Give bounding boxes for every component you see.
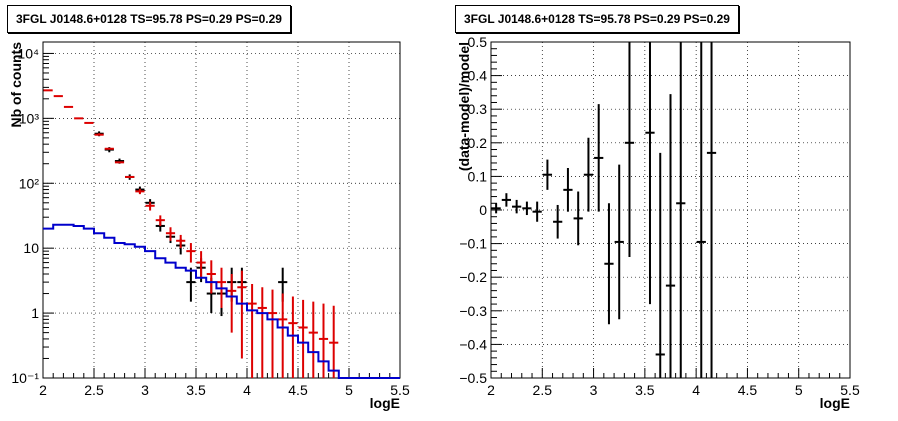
x-tick-label: 4 xyxy=(243,382,251,398)
x-tick-label: 3 xyxy=(590,382,598,398)
x-tick-label: 5 xyxy=(795,382,803,398)
y-tick-label: 10⁻¹ xyxy=(11,370,39,386)
x-tick-label: 2 xyxy=(487,382,495,398)
left-frame xyxy=(42,41,401,379)
x-tick-label: 5.5 xyxy=(840,382,860,398)
y-tick-label: 10² xyxy=(19,175,40,191)
x-tick-label: 4.5 xyxy=(738,382,758,398)
x-tick-label: 2 xyxy=(39,382,47,398)
left-y-axis-label: Nb of counts xyxy=(8,42,24,128)
right-tick-labels: 2 2.5 3 3.5 4 4.5 5 5.5 −0.5 −0.4 −0.3 −0.2 −0.1 0 0.1… xyxy=(459,34,860,398)
y-tick-label: −0.1 xyxy=(459,236,487,252)
x-tick-label: 2.5 xyxy=(533,382,553,398)
x-tick-label: 4.5 xyxy=(288,382,308,398)
y-tick-label: 0.2 xyxy=(468,135,488,151)
right-data xyxy=(491,42,717,378)
right-grid xyxy=(491,42,850,378)
x-tick-label: 5.5 xyxy=(390,382,410,398)
y-tick-label: −0.5 xyxy=(459,370,487,386)
x-tick-label: 5 xyxy=(345,382,353,398)
right-chart-title: 3FGL J0148.6+0128 TS=95.78 PS=0.29 PS=0.… xyxy=(455,5,739,33)
y-tick-label: 0 xyxy=(479,202,487,218)
left-chart-title: 3FGL J0148.6+0128 TS=95.78 PS=0.29 PS=0.… xyxy=(7,5,291,33)
left-x-axis-label: logE xyxy=(370,395,400,411)
right-axis-ticks xyxy=(490,41,851,379)
y-tick-label: 10⁴ xyxy=(17,45,39,61)
y-tick-label: 0.1 xyxy=(468,168,488,184)
y-tick-label: −0.3 xyxy=(459,303,487,319)
left-tick-labels: 2 2.5 3 3.5 4 4.5 5 5.5 10⁻¹ 1 10 10² 10³ 10⁴ xyxy=(11,45,410,398)
left-axis-ticks xyxy=(42,52,401,379)
x-tick-label: 3.5 xyxy=(186,382,206,398)
x-tick-label: 2.5 xyxy=(84,382,104,398)
right-x-axis-label: logE xyxy=(820,395,850,411)
right-y-axis-label: (data-model)/model xyxy=(456,42,472,171)
y-tick-label: −0.4 xyxy=(459,336,487,352)
y-tick-label: 1 xyxy=(31,305,39,321)
x-tick-label: 3.5 xyxy=(635,382,655,398)
y-tick-label: −0.2 xyxy=(459,269,487,285)
x-tick-label: 4 xyxy=(692,382,700,398)
model-step-line xyxy=(43,223,400,379)
y-tick-label: 0.3 xyxy=(468,101,488,117)
left-grid xyxy=(43,42,400,378)
y-tick-label: 10³ xyxy=(19,110,40,126)
left-panel: 2 2.5 3 3.5 4 4.5 5 5.5 10⁻¹ 1 10 10² 10³ 10⁴ logE Nb… xyxy=(8,41,410,411)
left-data xyxy=(43,89,400,379)
y-tick-label: 10 xyxy=(23,240,39,256)
y-tick-label: 0.4 xyxy=(468,68,488,84)
x-tick-label: 3 xyxy=(141,382,149,398)
y-tick-label: 0.5 xyxy=(468,34,488,50)
right-panel: 2 2.5 3 3.5 4 4.5 5 5.5 −0.5 −0.4 −0.3 −0.2 −0.1 0 0.1… xyxy=(456,34,860,411)
